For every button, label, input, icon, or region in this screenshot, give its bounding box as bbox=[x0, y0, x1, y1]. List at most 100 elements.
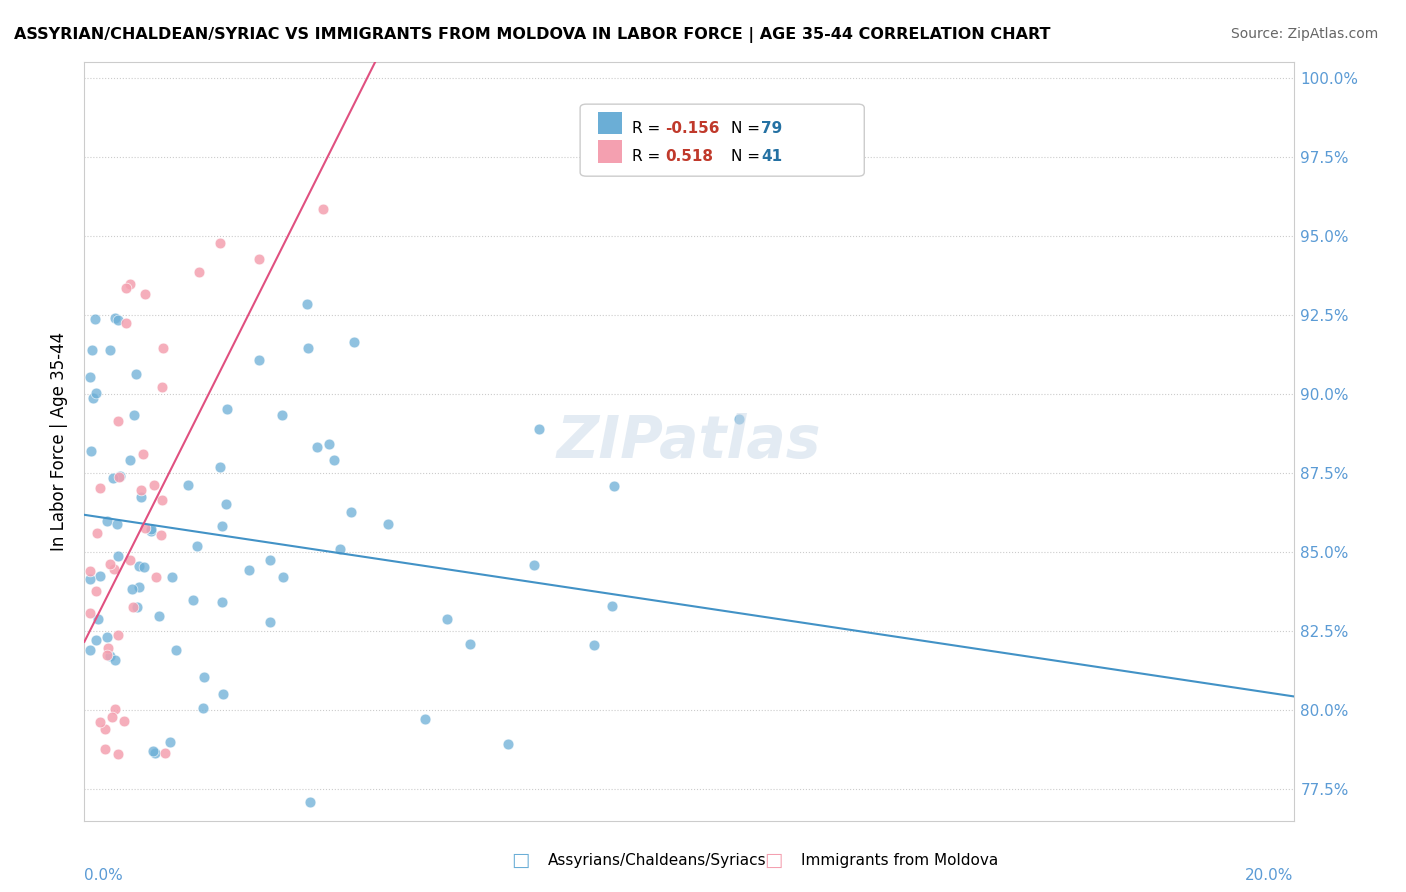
Point bbox=[79, 606, 101, 620]
Point bbox=[84, 386, 107, 401]
Point bbox=[318, 437, 340, 451]
Point bbox=[98, 558, 121, 572]
Point bbox=[121, 582, 143, 597]
Point bbox=[120, 277, 142, 291]
Point bbox=[97, 641, 120, 656]
Point bbox=[186, 540, 208, 554]
Point bbox=[498, 737, 520, 751]
Point bbox=[603, 479, 626, 493]
Text: 0.518: 0.518 bbox=[665, 149, 713, 164]
Point bbox=[215, 497, 238, 511]
Point bbox=[87, 612, 110, 626]
Point bbox=[100, 710, 122, 724]
Point bbox=[176, 478, 198, 492]
Point bbox=[108, 880, 131, 892]
Point bbox=[273, 570, 295, 584]
Point bbox=[343, 335, 366, 350]
Point bbox=[211, 595, 233, 609]
Point bbox=[110, 468, 132, 483]
Point bbox=[89, 481, 111, 495]
Point bbox=[259, 553, 281, 567]
Point bbox=[107, 413, 129, 427]
Point bbox=[159, 735, 181, 749]
Point bbox=[114, 281, 136, 295]
Text: R =: R = bbox=[633, 149, 665, 164]
Point bbox=[297, 296, 319, 310]
Point bbox=[436, 612, 458, 626]
Point bbox=[118, 453, 141, 467]
Point bbox=[141, 522, 163, 536]
Point bbox=[270, 408, 292, 422]
Point bbox=[582, 639, 605, 653]
Point bbox=[340, 505, 363, 519]
Point bbox=[247, 352, 270, 367]
Bar bbox=[599, 140, 623, 162]
Point bbox=[191, 700, 214, 714]
Text: 20.0%: 20.0% bbox=[1246, 868, 1294, 883]
Text: □: □ bbox=[510, 851, 530, 871]
Point bbox=[134, 287, 156, 301]
Point bbox=[120, 553, 142, 567]
Point bbox=[600, 599, 623, 613]
Point bbox=[122, 408, 145, 422]
Point bbox=[142, 744, 165, 758]
Text: □: □ bbox=[763, 851, 783, 871]
Point bbox=[84, 583, 107, 598]
Point bbox=[107, 469, 129, 483]
Point bbox=[93, 723, 115, 737]
Point bbox=[128, 559, 150, 574]
Point bbox=[193, 670, 215, 684]
Point bbox=[94, 742, 117, 756]
Point bbox=[529, 422, 551, 436]
Point bbox=[523, 558, 546, 572]
Point bbox=[143, 746, 166, 760]
Text: ASSYRIAN/CHALDEAN/SYRIAC VS IMMIGRANTS FROM MOLDOVA IN LABOR FORCE | AGE 35-44 C: ASSYRIAN/CHALDEAN/SYRIAC VS IMMIGRANTS F… bbox=[14, 27, 1050, 43]
Point bbox=[125, 368, 148, 382]
Point bbox=[131, 483, 153, 498]
Point bbox=[115, 317, 138, 331]
Point bbox=[96, 631, 118, 645]
Point bbox=[139, 524, 162, 539]
Point bbox=[82, 391, 104, 405]
Point bbox=[105, 517, 128, 532]
Point bbox=[96, 514, 118, 528]
Point bbox=[329, 541, 352, 556]
Point bbox=[132, 560, 155, 574]
Point bbox=[208, 235, 231, 250]
Text: 0.0%: 0.0% bbox=[84, 868, 124, 883]
Point bbox=[96, 648, 118, 662]
Text: 79: 79 bbox=[762, 121, 783, 136]
Point bbox=[79, 370, 101, 384]
Point bbox=[150, 528, 173, 542]
Point bbox=[107, 830, 129, 845]
Point bbox=[84, 632, 107, 647]
FancyBboxPatch shape bbox=[581, 104, 865, 177]
Point bbox=[86, 526, 108, 541]
Point bbox=[165, 643, 187, 657]
Point bbox=[298, 795, 321, 809]
Point bbox=[104, 702, 127, 716]
Text: R =: R = bbox=[633, 121, 665, 136]
Y-axis label: In Labor Force | Age 35-44: In Labor Force | Age 35-44 bbox=[51, 332, 69, 551]
Point bbox=[377, 516, 399, 531]
Point bbox=[107, 549, 129, 564]
Point bbox=[728, 412, 751, 426]
Point bbox=[208, 460, 231, 475]
Point bbox=[129, 490, 152, 504]
Point bbox=[104, 310, 127, 325]
Text: Assyrians/Chaldeans/Syriacs: Assyrians/Chaldeans/Syriacs bbox=[548, 854, 766, 868]
Point bbox=[83, 312, 105, 326]
Text: Immigrants from Moldova: Immigrants from Moldova bbox=[801, 854, 998, 868]
Point bbox=[212, 687, 235, 701]
Point bbox=[217, 402, 239, 417]
Point bbox=[107, 747, 129, 762]
Point bbox=[101, 471, 124, 485]
Point bbox=[183, 592, 205, 607]
Point bbox=[107, 628, 129, 642]
Point bbox=[98, 343, 121, 357]
Text: N =: N = bbox=[731, 121, 765, 136]
Point bbox=[107, 313, 129, 327]
Point bbox=[104, 21, 127, 35]
Point bbox=[150, 380, 173, 394]
Point bbox=[134, 521, 156, 535]
